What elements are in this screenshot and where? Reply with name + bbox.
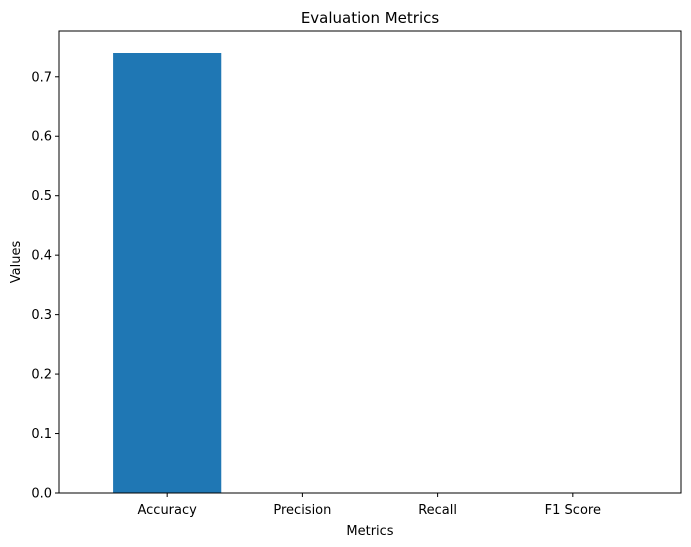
y-tick-label: 0.2 bbox=[31, 368, 52, 383]
x-axis-label: Metrics bbox=[346, 524, 393, 539]
x-axis-ticks: Accuracy Precision Recall F1 Score bbox=[137, 493, 601, 518]
y-tick-label: 0.1 bbox=[31, 427, 52, 442]
x-tick-label: Precision bbox=[273, 503, 331, 518]
y-tick-label: 0.6 bbox=[31, 130, 52, 145]
y-axis-ticks: 0.0 0.1 0.2 0.3 0.4 0.5 0.6 0.7 bbox=[31, 70, 59, 502]
bar-accuracy bbox=[113, 53, 222, 493]
y-tick-label: 0.7 bbox=[31, 70, 52, 85]
y-tick-label: 0.5 bbox=[31, 189, 52, 204]
y-tick-label: 0.4 bbox=[31, 249, 52, 264]
chart-title: Evaluation Metrics bbox=[301, 9, 440, 27]
y-axis-label: Values bbox=[9, 241, 24, 284]
x-tick-label: F1 Score bbox=[545, 503, 601, 518]
y-tick-label: 0.3 bbox=[31, 308, 52, 323]
bars-group bbox=[113, 53, 222, 493]
plot-frame bbox=[58, 30, 682, 494]
x-tick-label: Accuracy bbox=[137, 503, 197, 518]
y-tick-label: 0.0 bbox=[31, 487, 52, 502]
x-tick-label: Recall bbox=[418, 503, 457, 518]
